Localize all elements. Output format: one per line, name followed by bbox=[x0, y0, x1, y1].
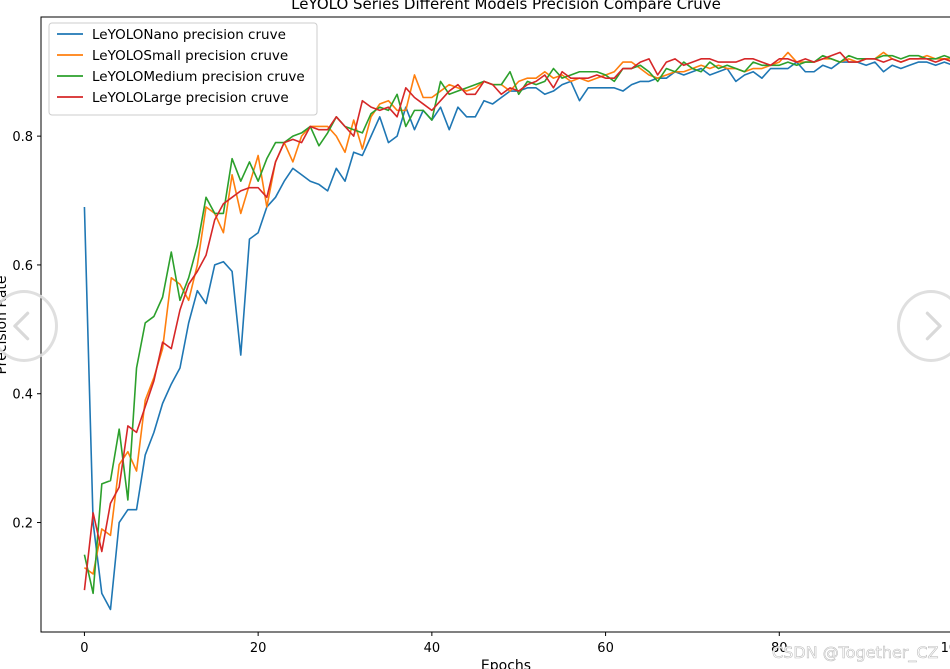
series-line-1 bbox=[83, 61, 950, 611]
legend-label: LeYOLOSmall precision cruve bbox=[92, 48, 288, 64]
x-axis: 0 20 40 60 80 100 bbox=[80, 632, 950, 656]
series-line-4 bbox=[83, 51, 950, 591]
watermark: CSDN @Together_CZ bbox=[772, 643, 939, 663]
x-tick-label: 0 bbox=[80, 641, 88, 656]
series-line-2 bbox=[83, 51, 950, 575]
legend-box bbox=[48, 22, 318, 116]
chevron-left-icon bbox=[13, 311, 30, 341]
x-tick-label: 60 bbox=[597, 641, 614, 656]
x-tick-label: 80 bbox=[771, 641, 788, 656]
legend: LeYOLONano precision cruve LeYOLOSmall pr… bbox=[48, 22, 318, 116]
y-tick-label: 0.8 bbox=[12, 130, 33, 145]
y-axis: 0.2 0.4 0.6 0.8 bbox=[12, 130, 41, 532]
x-tick-label: 40 bbox=[424, 641, 441, 656]
legend-label: LeYOLOLarge precision cruve bbox=[92, 90, 289, 106]
next-image-button[interactable] bbox=[897, 290, 950, 362]
legend-label: LeYOLONano precision cruve bbox=[92, 27, 286, 43]
series-layer bbox=[83, 51, 950, 611]
x-tick-label: 20 bbox=[250, 641, 267, 656]
chart-title: LeYOLO Series Different Models Precision… bbox=[291, 0, 721, 13]
y-tick-label: 0.6 bbox=[12, 259, 33, 274]
legend-label: LeYOLOMedium precision cruve bbox=[92, 69, 305, 85]
x-axis-title: Epochs bbox=[481, 658, 531, 669]
chevron-right-icon bbox=[925, 311, 942, 341]
y-tick-label: 0.4 bbox=[12, 388, 33, 403]
y-tick-label: 0.2 bbox=[12, 517, 33, 532]
series-line-3 bbox=[83, 54, 950, 595]
previous-image-button[interactable] bbox=[0, 290, 58, 362]
x-tick-label: 100 bbox=[941, 641, 950, 656]
